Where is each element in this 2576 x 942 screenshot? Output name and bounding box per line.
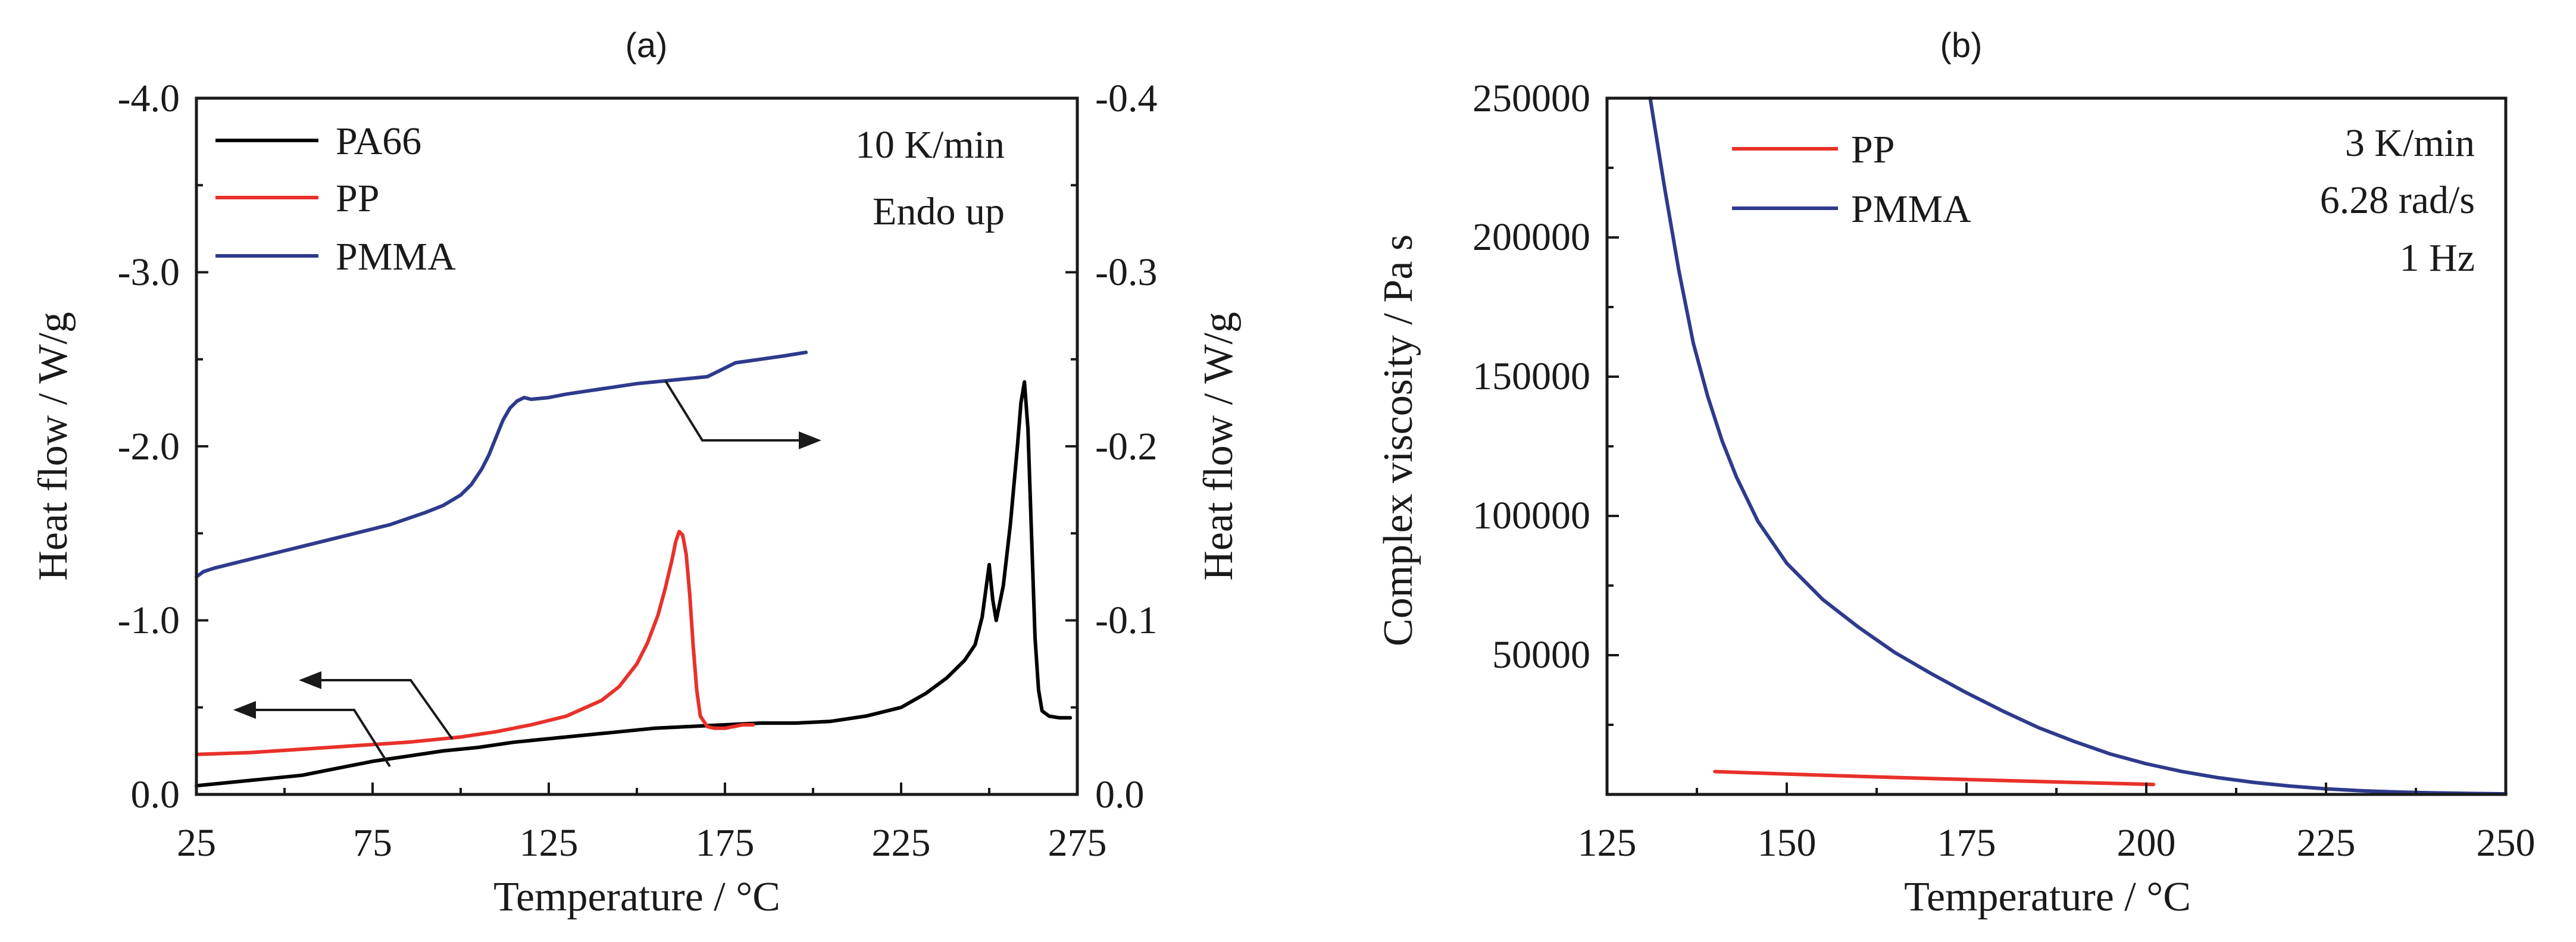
panel-b-y-axis-label: Complex viscosity / Pa s (1375, 234, 1421, 646)
panel-a-x-tick-label: 275 (1048, 821, 1107, 865)
panel-a-x-tick-label: 75 (353, 821, 392, 865)
pa66-left-axis-arrow (251, 709, 391, 768)
panel-a-x-tick-labels: 25 75 125 175 225 275 (177, 821, 1107, 865)
panel-b-tick-marks (1606, 97, 2507, 796)
panel-b-x-tick-label: 125 (1578, 821, 1637, 865)
panel-a-x-tick-label: 175 (696, 821, 755, 865)
pmma-right-axis-arrow (664, 380, 804, 442)
panel-b-annotation-frequency: 6.28 rad/s (2320, 179, 2475, 222)
legend-label-pmma: PMMA (336, 235, 456, 278)
pmma-right-axis-arrowhead (799, 431, 821, 449)
panel-a-y-right-axis-label: Heat flow / W/g (1196, 312, 1242, 581)
legend-label-pmma-b: PMMA (1851, 187, 1971, 231)
panel-b-x-tick-label: 175 (1937, 821, 1996, 865)
panel-a-series-group (195, 350, 1073, 788)
panel-a-y-tick-labels-right: 0.0 -0.1 -0.2 -0.3 -0.4 (1095, 77, 1157, 816)
panel-a-x-tick-label: 25 (177, 821, 216, 865)
panel-a-legend: PA66 PP PMMA (215, 120, 456, 278)
pp-left-axis-arrow (317, 679, 454, 740)
panel-b-series-pp (1713, 769, 2156, 787)
panel-b-series-pmma (1648, 96, 2508, 796)
panel-a-x-tick-label: 125 (520, 821, 579, 865)
panel-b-series-group (1648, 96, 2508, 796)
panel-a-y-right-tick-label: 0.0 (1095, 773, 1145, 816)
legend-label-pp-b: PP (1851, 128, 1895, 171)
panel-a-annotation-endo: Endo up (873, 190, 1005, 233)
panel-a-label: (a) (626, 26, 668, 65)
panel-a-y-tick-label: 0.0 (131, 773, 180, 816)
panel-a-y-tick-label: -4.0 (118, 77, 180, 120)
panel-b-x-tick-labels: 125 150 175 200 225 250 (1578, 821, 2536, 865)
panel-a-tick-marks (195, 97, 1078, 796)
panel-a-x-axis-label: Temperature / °C (493, 874, 780, 920)
panel-a-series-pmma (195, 350, 808, 579)
panel-a-y-right-tick-label: -0.4 (1095, 77, 1157, 120)
panel-a-series-pa66 (195, 380, 1073, 788)
panel-a-axis-arrows (233, 380, 821, 768)
panel-b-y-tick-labels: 50000 100000 150000 200000 250000 (1473, 77, 1590, 677)
panel-b-label: (b) (1940, 26, 1983, 65)
panel-a-x-tick-label: 225 (872, 821, 931, 865)
panel-b-y-tick-label: 200000 (1473, 215, 1590, 259)
panel-a-plot-area (195, 96, 1079, 796)
panel-b-x-tick-label: 150 (1758, 821, 1817, 865)
panel-b-legend: PP PMMA (1732, 128, 1971, 231)
panel-b-y-tick-label: 100000 (1473, 494, 1590, 537)
panel-a-y-tick-label: -2.0 (118, 425, 180, 468)
panel-b-x-tick-label: 225 (2297, 821, 2356, 865)
panel-a-y-tick-labels-left: 0.0 -1.0 -2.0 -3.0 -4.0 (118, 77, 180, 816)
legend-label-pp: PP (336, 177, 379, 220)
panel-a-series-pp (195, 530, 755, 756)
panel-b-y-tick-label: 250000 (1473, 77, 1590, 120)
legend-label-pa66: PA66 (336, 120, 421, 163)
panel-b-x-tick-label: 250 (2477, 821, 2536, 865)
panel-a-y-right-tick-label: -0.2 (1095, 425, 1157, 468)
panel-a-y-tick-label: -1.0 (118, 599, 180, 642)
panel-b-annotation-rate: 3 K/min (2345, 121, 2475, 165)
panel-b: (b) 125 150 175 200 225 250 50000 100000… (1375, 26, 2536, 920)
panel-b-y-tick-label: 150000 (1473, 355, 1590, 398)
panel-a-y-right-tick-label: -0.3 (1095, 251, 1157, 294)
panel-a-y-axis-label: Heat flow / W/g (30, 312, 76, 581)
panel-b-annotation-hz: 1 Hz (2400, 236, 2475, 280)
panel-a-y-right-tick-label: -0.1 (1095, 599, 1157, 642)
panel-b-x-axis-label: Temperature / °C (1904, 874, 2191, 920)
panel-a-y-tick-label: -3.0 (118, 251, 180, 294)
panel-a-annotation-rate: 10 K/min (855, 123, 1005, 167)
panel-b-y-tick-label: 50000 (1492, 633, 1590, 677)
pa66-left-axis-arrowhead (233, 701, 256, 719)
panel-a: (a) 25 75 125 175 225 275 0.0 -1.0 -2.0 … (30, 26, 1242, 920)
pp-left-axis-arrowhead (299, 671, 321, 689)
panel-b-x-tick-label: 200 (2117, 821, 2176, 865)
panel-b-plot-area (1605, 96, 2508, 796)
